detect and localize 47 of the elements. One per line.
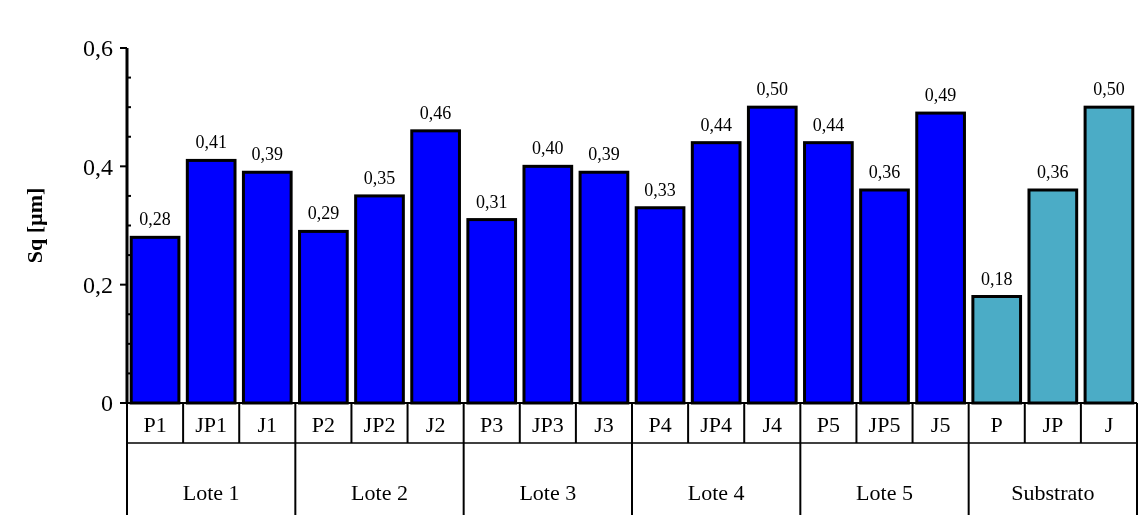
y-axis-title: Sq [µm] xyxy=(22,187,47,264)
x-tick-label: JP3 xyxy=(531,412,564,437)
text: Substrato xyxy=(1011,480,1095,505)
text: Lote 1 xyxy=(182,480,240,505)
data-label: 0,29 xyxy=(307,203,340,224)
data-label: 0,44 xyxy=(812,114,845,135)
x-tick-label: J5 xyxy=(930,412,951,437)
x-tick-label: J xyxy=(1104,412,1114,437)
data-label: 0,36 xyxy=(868,162,901,182)
data-label: 0,28 xyxy=(139,209,171,230)
y-tick-label: 0,6 xyxy=(83,35,113,62)
x-tick-label: P1 xyxy=(143,412,167,437)
x-tick-label: JP2 xyxy=(363,412,396,437)
text: Lote 5 xyxy=(856,480,913,505)
data-label: 0,50 xyxy=(756,79,789,100)
data-label: 0,39 xyxy=(588,144,620,165)
data-label: 0,39 xyxy=(251,144,284,165)
data-label: 0,50 xyxy=(1093,79,1125,100)
x-tick-label: P5 xyxy=(816,412,841,437)
y-tick-label: 0,2 xyxy=(83,272,113,299)
x-tick-label: JP5 xyxy=(868,412,901,437)
data-label: 0,31 xyxy=(475,191,508,212)
data-label: 0,35 xyxy=(363,167,396,188)
x-tick-label: J3 xyxy=(594,412,614,437)
data-label: 0,40 xyxy=(532,138,564,159)
x-tick-label: P3 xyxy=(480,412,504,437)
x-tick-label: JP1 xyxy=(195,412,228,437)
x-tick-label: J2 xyxy=(425,412,446,437)
x-tick-label: P2 xyxy=(311,412,336,437)
x-tick-label: P4 xyxy=(648,412,672,437)
data-label: 0,44 xyxy=(700,114,732,135)
data-label: 0,46 xyxy=(419,102,452,123)
data-label: 0,49 xyxy=(924,85,957,106)
text: Lote 2 xyxy=(351,480,408,505)
x-tick-label: P xyxy=(990,412,1003,437)
data-label: 0,18 xyxy=(980,268,1013,289)
data-label: 0,41 xyxy=(195,132,227,153)
text: Lote 4 xyxy=(687,480,745,505)
data-label: 0,33 xyxy=(644,179,676,200)
data-label: 0,36 xyxy=(1037,162,1069,182)
y-tick-label: 0 xyxy=(101,390,113,417)
text: Lote 3 xyxy=(519,480,577,505)
y-tick-label: 0,4 xyxy=(83,153,113,180)
x-tick-label: JP xyxy=(1042,412,1064,437)
x-tick-label: J4 xyxy=(762,412,783,437)
x-tick-label: J1 xyxy=(257,412,278,437)
x-tick-label: JP4 xyxy=(700,412,733,437)
